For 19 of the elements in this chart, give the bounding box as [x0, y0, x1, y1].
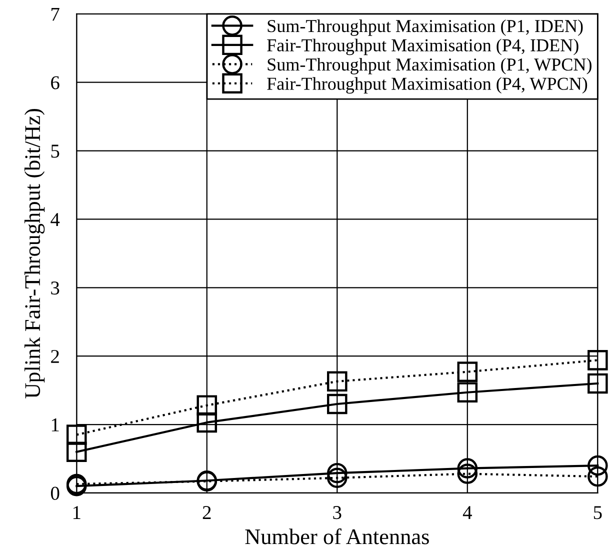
- legend-label: Sum-Throughput Maximisation (P1, WPCN): [268, 58, 592, 74]
- y-tick-label: 3: [51, 282, 60, 295]
- x-tick-label: 3: [333, 506, 342, 520]
- legend-label: Fair-Throughput Maximisation (P4, WPCN): [267, 77, 588, 94]
- x-tick-label: 1: [73, 506, 80, 519]
- x-tick-label: 5: [594, 506, 602, 520]
- legend-label: Fair-Throughput Maximisation (P4, IDEN): [267, 38, 578, 56]
- x-tick-label: 4: [462, 506, 472, 519]
- y-tick-label: 4: [50, 213, 60, 226]
- x-tick-label: 2: [202, 506, 211, 519]
- y-tick-label: 2: [51, 350, 59, 363]
- y-axis-title: Uplink Fair-Throughput (bit/Hz): [24, 108, 45, 398]
- x-axis-title: Number of Antennas: [245, 528, 429, 544]
- y-tick-label: 1: [52, 418, 59, 432]
- y-tick-label: 6: [51, 76, 60, 90]
- y-tick-label: 0: [50, 486, 60, 500]
- legend-label: Sum-Throughput Maximisation (P1, IDEN): [268, 19, 583, 36]
- y-tick-label: 5: [51, 144, 60, 158]
- y-tick-label: 7: [52, 8, 60, 21]
